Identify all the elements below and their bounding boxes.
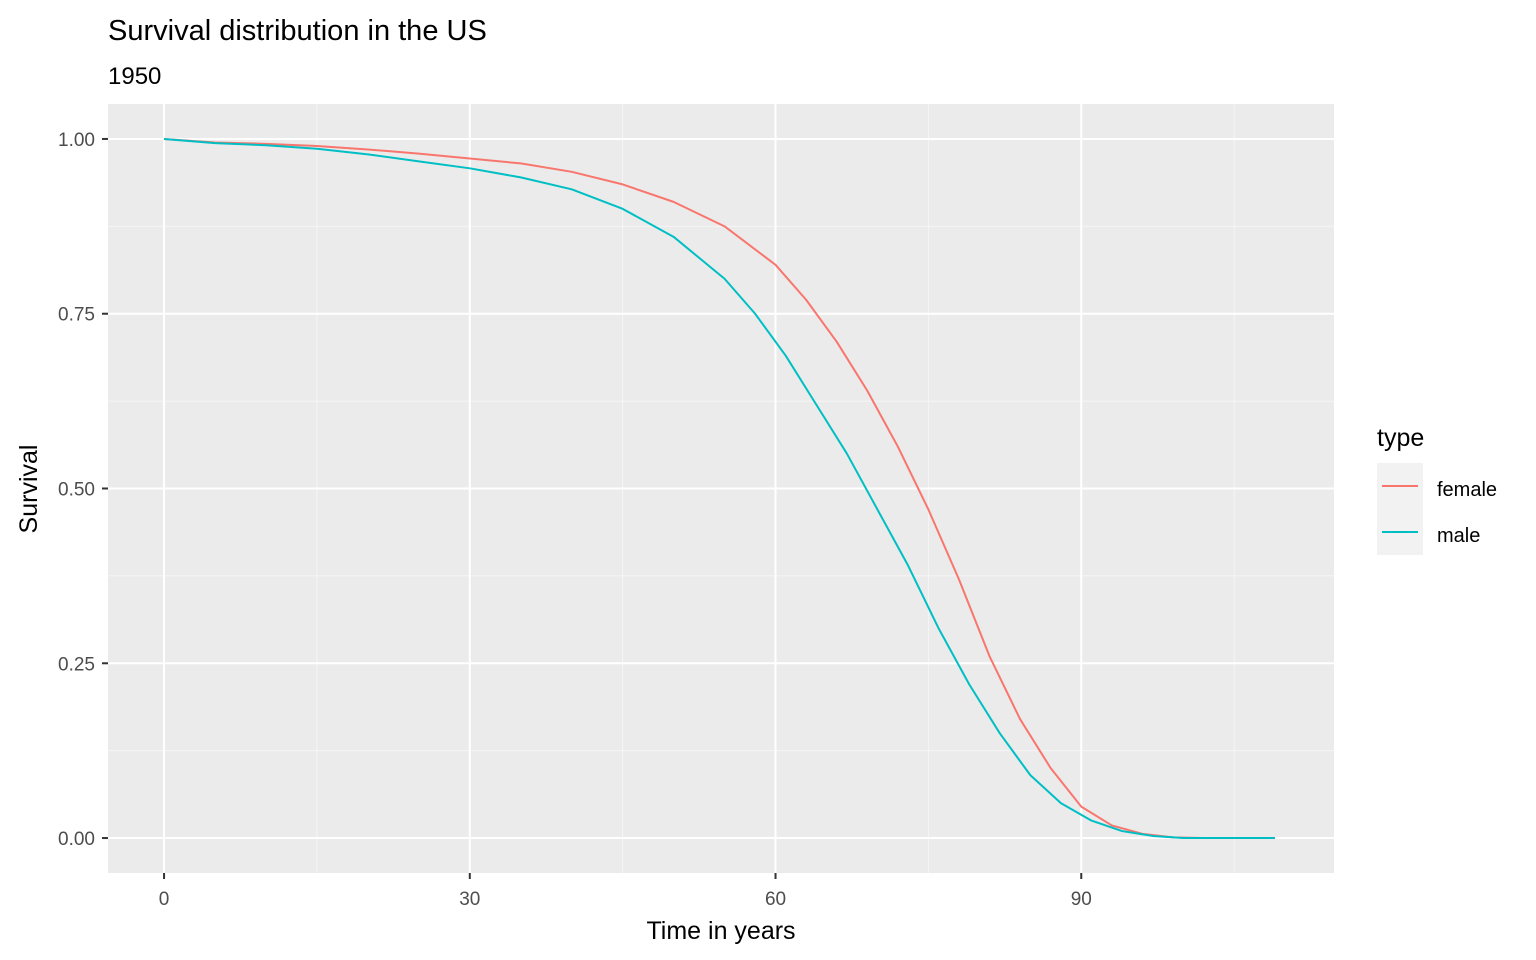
y-tick-label: 0.00 [58,829,95,850]
x-tick-label: 30 [459,889,480,910]
series-line-male [163,137,1275,840]
y-tick-label: 1.00 [58,130,95,151]
legend: type female male [1377,424,1497,555]
axis-layer: 0 30 60 90 0.00 0.25 0.50 0.75 1.00 [58,130,1092,910]
chart-title: Survival distribution in the US [108,15,487,47]
series-layer [163,137,1275,840]
legend-label-female: female [1437,479,1497,501]
series-line-female [163,137,1275,840]
x-tick-label: 90 [1071,889,1092,910]
y-tick-label: 0.75 [58,305,95,326]
x-tick-label: 0 [159,889,170,910]
x-axis-title: Time in years [646,917,795,945]
plot-panel [108,104,1334,873]
y-axis-title: Survival [15,445,43,534]
legend-label-male: male [1437,525,1480,547]
legend-title: type [1377,424,1424,452]
y-tick-label: 0.25 [58,654,95,675]
chart-subtitle: 1950 [108,63,161,90]
y-tick-label: 0.50 [58,480,95,501]
x-tick-label: 60 [765,889,786,910]
